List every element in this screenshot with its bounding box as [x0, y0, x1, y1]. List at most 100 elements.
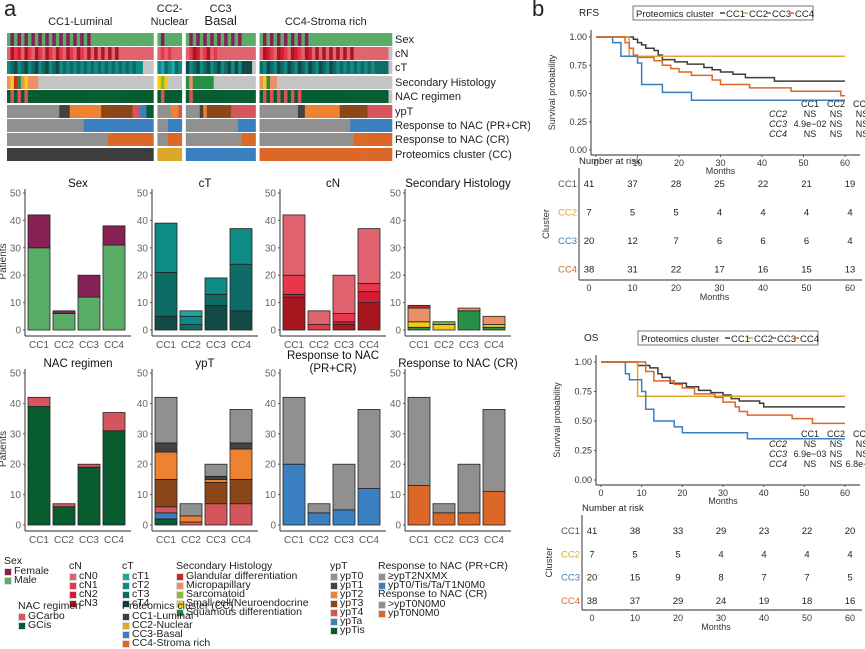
heatmap-cell: [203, 90, 208, 103]
heatmap-cell: [10, 47, 15, 60]
heatmap-cell: [227, 90, 232, 103]
heatmap-cell: [224, 33, 228, 46]
x-tick-label: 40: [757, 158, 767, 168]
heatmap-cell: [206, 33, 211, 46]
heatmap-cell: [304, 119, 309, 132]
heatmap-cell: [336, 119, 341, 132]
bar-segment: [102, 412, 126, 432]
heatmap-cell: [171, 61, 176, 74]
risk-cell: 5: [632, 549, 637, 560]
heatmap-cell: [241, 105, 246, 118]
heatmap-cell: [353, 47, 358, 60]
y-tick-label: 0.75: [574, 387, 592, 397]
legend-label: cN0: [79, 570, 98, 582]
risk-row-label: CC1: [561, 526, 580, 537]
heatmap-cell: [129, 76, 133, 89]
heatmap-cell: [178, 148, 183, 161]
heatmap-cell: [308, 119, 313, 132]
heatmap-cell: [220, 90, 225, 103]
legend-proteomics-cluster-cc-: Proteomics cluster (CC) CC1-Luminal CC2-Nu…: [122, 600, 233, 648]
heatmap-cell: [276, 90, 281, 103]
bar-segment: [282, 293, 306, 298]
heatmap-cell: [55, 148, 60, 161]
y-axis-label: Survival probability: [547, 54, 557, 130]
risk-cell: 6: [760, 236, 765, 247]
heatmap-cell: [371, 33, 375, 46]
heatmap-cell: [164, 61, 169, 74]
bar-segment: [307, 310, 331, 325]
heatmap-cell: [374, 148, 379, 161]
heatmap-cell: [171, 133, 176, 146]
heatmap-cell: [322, 133, 327, 146]
legend-label: Sarcomatoid: [186, 588, 245, 600]
heatmap-cell: [290, 61, 295, 74]
x-tick-label: 20: [674, 158, 684, 168]
heatmap-cell: [343, 90, 347, 103]
heatmap-cell: [76, 148, 81, 161]
legend-label: ypT1: [340, 579, 364, 591]
legend-swatch: [378, 572, 386, 581]
heatmap-cell: [357, 47, 361, 60]
heatmap-cell: [318, 148, 323, 161]
heatmap-cell: [111, 119, 116, 132]
heatmap-cell: [203, 148, 208, 161]
heatmap-cell: [266, 148, 271, 161]
y-tick-label: 10: [265, 490, 277, 501]
heatmap-cell: [59, 133, 64, 146]
heatmap-cell: [325, 76, 330, 89]
heatmap-cell: [118, 47, 123, 60]
bar-segment: [154, 512, 178, 520]
legend-label: Small cell/Neuroendocrine: [186, 597, 309, 609]
heatmap-cell: [7, 47, 11, 60]
risk-table-title: Number at risk: [579, 156, 641, 167]
y-tick-label: 10: [390, 490, 402, 501]
heatmap-cell: [111, 61, 116, 74]
heatmap-cell: [234, 76, 239, 89]
heatmap-cell: [189, 90, 194, 103]
bar-chart-ct: cT 0 10 20 30 40 50 CC1 CC2 CC3 CC4: [137, 178, 258, 351]
heatmap-cell: [7, 33, 11, 46]
km-curve-cc1: [596, 36, 845, 82]
heatmap-cell: [66, 133, 71, 146]
risk-cell: 28: [671, 179, 682, 190]
heatmap-cell: [374, 119, 379, 132]
heatmap-cell: [160, 148, 165, 161]
bar-segment: [332, 321, 356, 325]
pvalue-cell: NS: [830, 109, 843, 119]
heatmap-cell: [38, 90, 43, 103]
heatmap-cell: [297, 148, 302, 161]
heatmap-row-label: NAC regimen: [395, 91, 461, 103]
legend-label: Glandular differentiation: [186, 570, 298, 582]
heatmap-cell: [122, 133, 126, 146]
bar-segment: [179, 324, 203, 331]
heatmap-cell: [135, 61, 140, 74]
heatmap-cell: [66, 33, 71, 46]
heatmap-cell: [115, 76, 119, 89]
heatmap-cell: [304, 76, 309, 89]
bar-segment: [432, 503, 456, 514]
heatmap-cell: [343, 119, 347, 132]
heatmap-cell: [238, 47, 242, 60]
heatmap-cell: [206, 76, 211, 89]
heatmap-cell: [220, 105, 225, 118]
heatmap-cell: [45, 90, 50, 103]
heatmap-cell: [339, 148, 344, 161]
bar-segment: [229, 263, 253, 312]
chart-title: Response to NAC: [287, 350, 379, 362]
risk-cell: 4: [760, 207, 765, 218]
bar-segment: [357, 291, 381, 303]
heatmap-row-label: cT: [395, 62, 408, 74]
heatmap-cell: [227, 105, 232, 118]
legend-label: ypTa: [340, 615, 363, 627]
heatmap-cell: [52, 47, 57, 60]
legend-swatch: [122, 621, 130, 630]
risk-row-label: CC2: [558, 207, 577, 218]
heatmap-cell: [276, 148, 281, 161]
heatmap-cell: [269, 105, 274, 118]
legend-label: GCarbo: [28, 610, 65, 622]
heatmap-cell: [38, 148, 43, 161]
heatmap-cell: [388, 47, 393, 60]
heatmap-cell: [13, 90, 18, 103]
heatmap-cell: [157, 133, 162, 146]
legend-title: ypT: [330, 560, 348, 572]
